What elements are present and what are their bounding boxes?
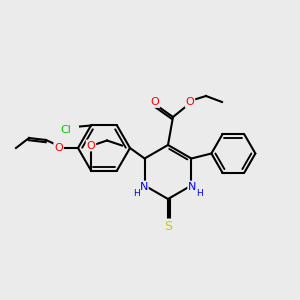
Text: O: O: [87, 140, 95, 151]
Text: Cl: Cl: [60, 125, 71, 136]
Text: H: H: [196, 189, 203, 198]
Text: O: O: [186, 97, 194, 107]
Text: S: S: [164, 220, 172, 232]
Text: O: O: [151, 97, 159, 107]
Text: O: O: [54, 143, 63, 153]
Text: N: N: [188, 182, 196, 191]
Text: N: N: [140, 182, 148, 191]
Text: H: H: [133, 189, 140, 198]
